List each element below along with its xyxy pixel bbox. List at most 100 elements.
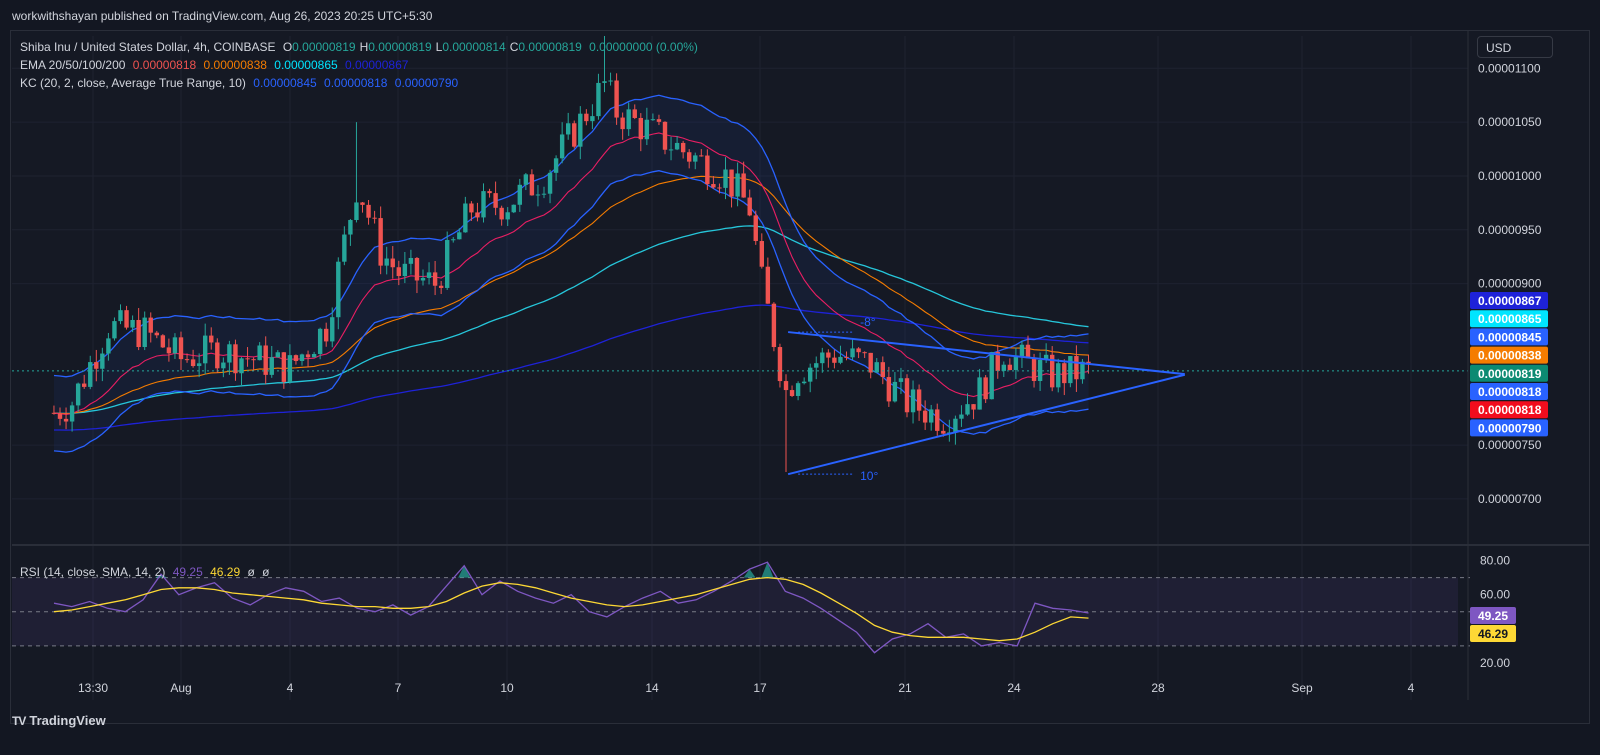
candle-body [324,328,329,342]
candle-body [160,335,166,348]
candle-body [541,193,547,195]
candle-body [438,285,444,288]
candle-body [602,81,607,83]
candle-body [922,410,928,423]
candle-body [892,381,898,402]
rsi-tick-label: 60.00 [1480,588,1510,602]
candle-body [384,258,389,266]
candle-body [1001,364,1006,371]
rsi-line [53,561,1089,654]
main-pane: -8° 10° 0.00001100 0.00001050 0.00001000 0.00… [12,36,1548,700]
trendline-support [787,373,1186,476]
candle-body [771,303,777,348]
candle-body [142,317,147,348]
ohlc-o: O0.00000819 [282,40,356,54]
candle-body [886,377,892,402]
candle-body [317,328,323,355]
candle-body [408,257,414,264]
rsi-overbought-fill [743,569,756,578]
candle-body [112,321,117,339]
candle-body [572,123,577,147]
rsi-overbought-fill [458,565,471,578]
candle-body [305,354,311,358]
ema20-line [53,132,1089,416]
candle-body [1062,363,1067,384]
time-tick-label: 14 [645,681,659,695]
price-tick-label: 0.00001050 [1478,115,1542,129]
currency-button[interactable]: USD [1477,36,1553,58]
candle-body [608,80,613,82]
rsi-legend[interactable]: RSI (14, close, SMA, 14, 2) 49.25 46.29 … [20,565,270,579]
candle-body [493,193,498,208]
candle-body [475,212,480,218]
candle-body [233,344,238,374]
chart-frame[interactable] [10,30,1590,724]
kc-legend[interactable]: KC (20, 2, close, Average True Range, 10… [20,76,458,90]
candle-body [832,357,837,363]
candle-body [57,413,63,419]
candle-body [1068,356,1073,384]
candle-body [916,389,922,411]
top-bar: workwithshayan published on TradingView.… [0,0,1600,30]
kc-basis-value: 0.00000818 [324,76,388,90]
candle-body [765,266,771,304]
ema-legend[interactable]: EMA 20/50/100/200 0.00000818 0.00000838 … [20,58,408,72]
rsi-value-tag-label: 46.29 [1478,627,1508,641]
ema50-value: 0.00000838 [203,58,267,72]
candle-body [100,353,105,369]
candle-body [547,172,553,194]
time-tick-label: 24 [1007,681,1021,695]
candle-body [445,240,450,288]
candle-body [795,383,801,396]
candle-body [977,377,982,410]
price-tick-label: 0.00000700 [1478,492,1542,506]
time-tick-label: Aug [170,681,191,695]
candle-body [275,352,280,358]
candle-body [118,310,123,322]
rsi-label: RSI (14, close, SMA, 14, 2) [20,565,166,579]
time-tick-label: 7 [395,681,402,695]
tradingview-logo[interactable]: TV TradingView [12,713,106,728]
rsi-tick-label: 80.00 [1480,554,1510,568]
candle-body [257,345,262,361]
candle-body [856,348,861,353]
price-tag-label: 0.00000818 [1478,403,1542,417]
time-tick-label: 4 [287,681,294,695]
candle-body [626,109,631,130]
candle-body [874,362,879,373]
candle-body [1007,364,1013,371]
candle-body [1086,361,1091,364]
candles [51,36,1091,473]
candle-body [178,337,184,360]
rsi-ma-line [53,576,1089,642]
candle-body [959,414,964,419]
candle-body [566,123,571,135]
time-tick-label: 21 [898,681,912,695]
price-tag [1470,346,1548,364]
candle-body [166,347,172,354]
symbol-legend[interactable]: Shiba Inu / United States Dollar, 4h, CO… [20,40,698,54]
candle-body [69,405,75,422]
symbol-title: Shiba Inu / United States Dollar, 4h, CO… [20,40,276,54]
candle-body [396,267,401,277]
candle-body [1025,344,1031,359]
candle-body [354,202,359,221]
candle-body [741,173,746,198]
price-tag-label: 0.00000838 [1478,349,1542,363]
candle-body [215,342,220,369]
candle-body [880,362,885,378]
candle-body [245,358,250,360]
rsi-overbought-fill [761,562,774,578]
time-tick-label: 13:30 [78,681,108,695]
candle-body [481,191,486,218]
ema100-value: 0.00000865 [274,58,338,72]
candle-body [971,404,976,410]
candle-body [88,362,93,387]
time-tick-label: 10 [500,681,514,695]
candle-body [1074,356,1079,380]
candle-body [801,381,807,384]
candle-body [705,155,710,185]
candle-body [789,390,795,396]
candle-body [814,363,819,368]
